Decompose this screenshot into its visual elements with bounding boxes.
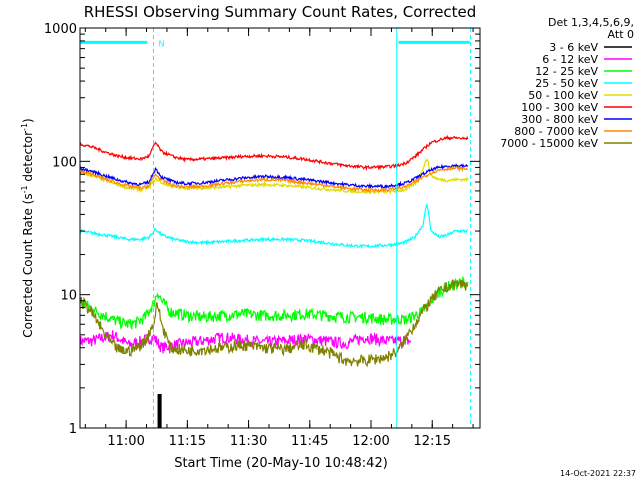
series-line-4 [80, 158, 469, 195]
legend-label-2: 12 - 25 keV [535, 65, 598, 78]
series-line-7 [80, 165, 469, 193]
axes: 11:00 11:15 11:30 11:45 12:00 12:15 1 10 100 1000 [44, 22, 481, 449]
y-axis-label-sup-2: -1 [20, 123, 29, 131]
x-tick-label-1: 11:15 [169, 434, 206, 449]
y-axis-label-part-1: Corrected Count Rate (s [21, 193, 35, 337]
plot-area: N [80, 28, 472, 428]
axes-frame [79, 27, 481, 429]
legend-label-5: 100 - 300 keV [521, 101, 598, 114]
y-axis-label-sup-1: -1 [20, 185, 29, 193]
y-axis-label-part-2: detector [21, 131, 35, 186]
legend-label-6: 300 - 800 keV [521, 113, 598, 126]
legend-header-1: Att 0 [608, 28, 634, 41]
x-axis-label: Start Time (20-May-10 10:48:42) [174, 456, 388, 471]
y-tick-label-0: 1 [69, 422, 77, 437]
x-tick-label-4: 12:00 [352, 434, 389, 449]
y-tick-label-2: 100 [52, 155, 77, 170]
y-axis-label: Corrected Count Rate (s-1 detector-1) [20, 118, 35, 337]
series-line-8 [80, 279, 469, 368]
series-line-6 [80, 163, 469, 190]
series-line-5 [80, 134, 469, 172]
y-axis-label-part-3: ) [21, 118, 35, 123]
legend-label-8: 7000 - 15000 keV [500, 137, 598, 150]
legend-label-0: 3 - 6 keV [549, 41, 598, 54]
x-tick-label-0: 11:00 [107, 434, 144, 449]
legend-label-1: 6 - 12 keV [542, 53, 598, 66]
series-line-0 [157, 393, 162, 428]
y-tick-label-1: 10 [60, 289, 77, 304]
timestamp: 14-Oct-2021 22:37 [560, 469, 636, 478]
series-line-1 [80, 330, 412, 354]
night-marker-label: N [158, 39, 164, 48]
x-tick-label-5: 12:15 [414, 434, 451, 449]
series-line-3 [80, 204, 469, 250]
legend-label-3: 25 - 50 keV [535, 77, 598, 90]
chart-title: RHESSI Observing Summary Count Rates, Co… [84, 3, 477, 21]
legend-label-4: 50 - 100 keV [528, 89, 598, 102]
x-tick-label-3: 11:45 [291, 434, 328, 449]
y-tick-label-3: 1000 [44, 22, 77, 37]
plot-clip-group [80, 28, 472, 428]
legend-header-0: Det 1,3,4,5,6,9, [548, 16, 634, 29]
legend-label-7: 800 - 7000 keV [514, 125, 598, 138]
series-line-2 [80, 275, 469, 330]
x-tick-label-2: 11:30 [230, 434, 267, 449]
